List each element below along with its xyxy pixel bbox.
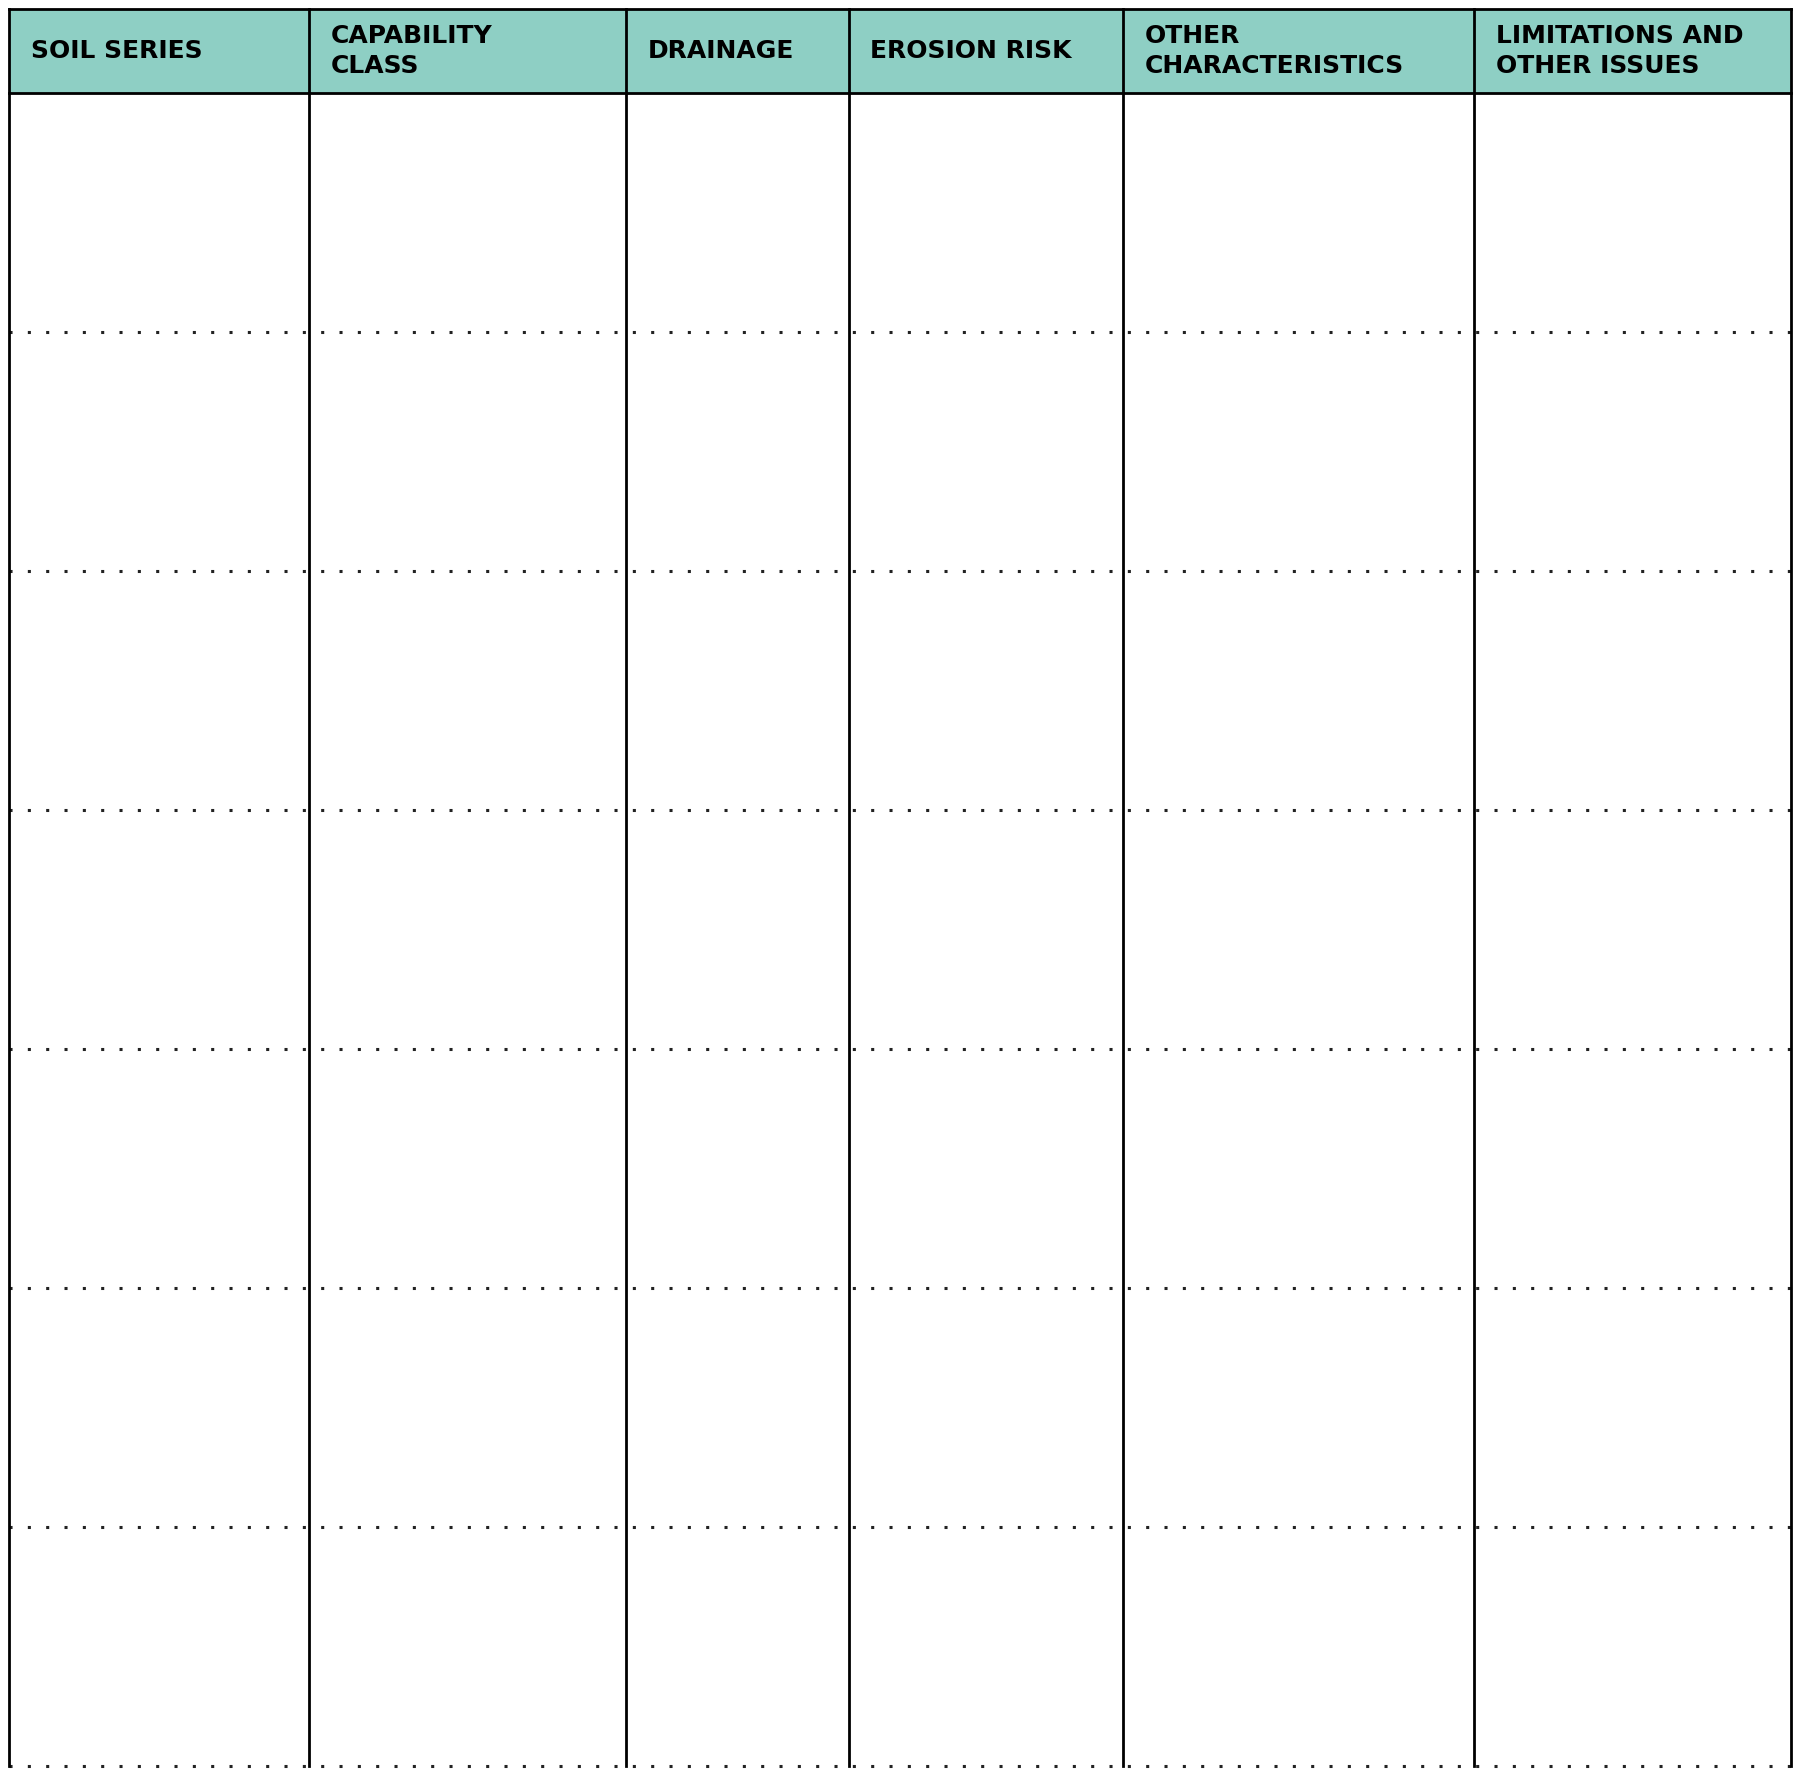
Bar bbox=[9, 9, 1791, 92]
Text: CAPABILITY
CLASS: CAPABILITY CLASS bbox=[331, 25, 491, 78]
Text: SOIL SERIES: SOIL SERIES bbox=[31, 39, 202, 62]
Text: DRAINAGE: DRAINAGE bbox=[648, 39, 794, 62]
Text: OTHER
CHARACTERISTICS: OTHER CHARACTERISTICS bbox=[1145, 25, 1404, 78]
Text: LIMITATIONS AND
OTHER ISSUES: LIMITATIONS AND OTHER ISSUES bbox=[1496, 25, 1742, 78]
Text: EROSION RISK: EROSION RISK bbox=[869, 39, 1071, 62]
